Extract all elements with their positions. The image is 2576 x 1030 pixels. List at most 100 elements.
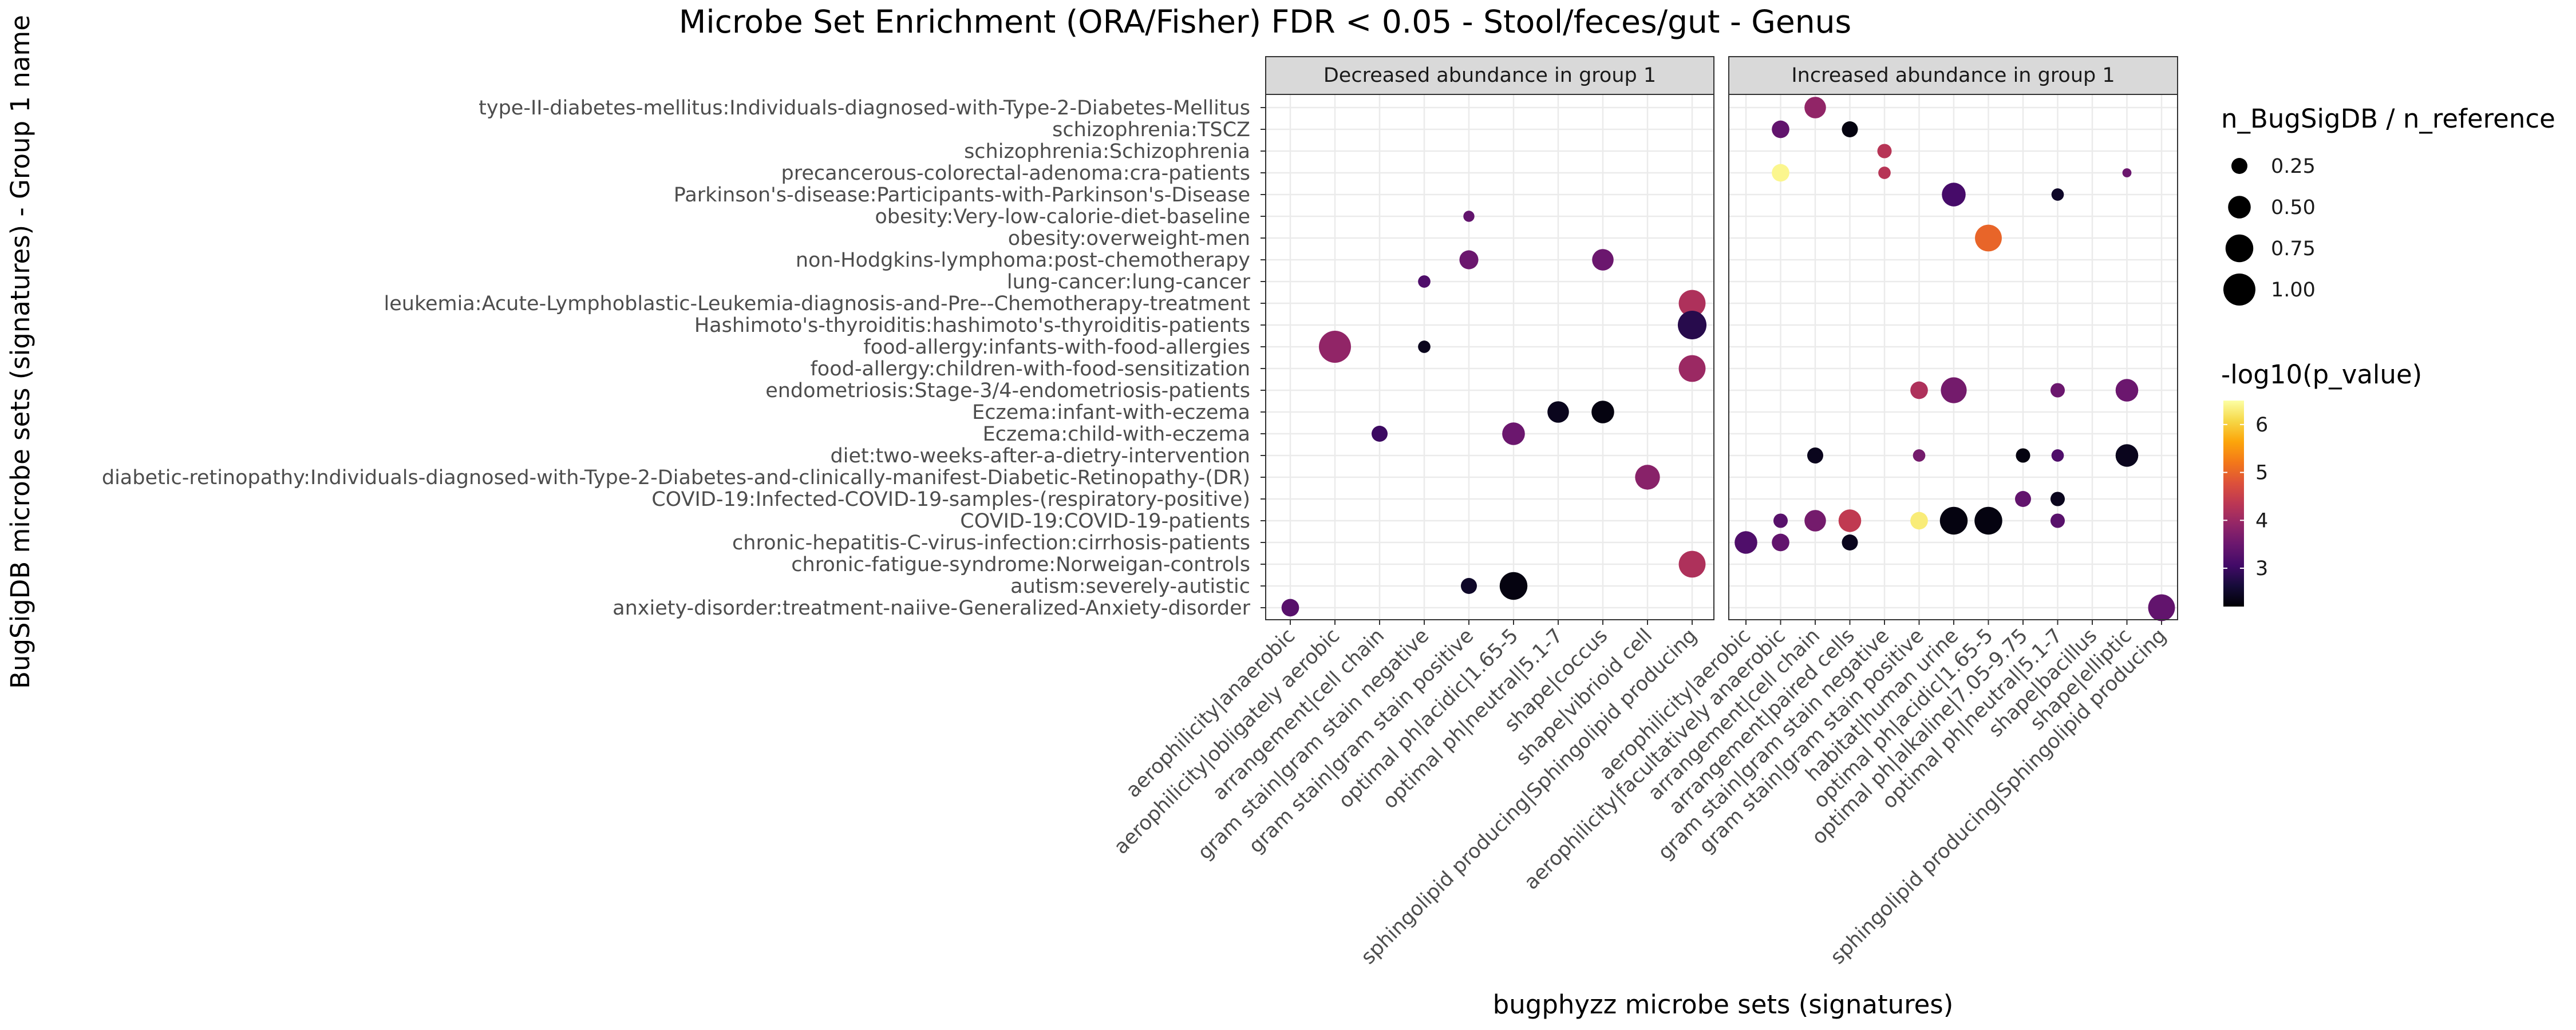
data-point (1878, 167, 1891, 179)
y-tick-label: leukemia:Acute-Lymphoblastic-Leukemia-di… (384, 292, 1250, 315)
facet-strip-label: Decreased abundance in group 1 (1323, 64, 1656, 87)
y-axis-title: BugSigDB microbe sets (signatures) - Gro… (5, 15, 35, 689)
y-tick-label: Parkinson's-disease:Participants-with-Pa… (674, 184, 1250, 207)
y-tick-label: Eczema:child-with-eczema (983, 423, 1250, 446)
size-legend-label: 1.00 (2271, 279, 2316, 302)
data-point (1942, 183, 1966, 207)
facet-strip (1265, 56, 1714, 95)
data-point (1974, 506, 2002, 535)
color-legend-title: -log10(p_value) (2221, 359, 2422, 390)
data-point (2015, 491, 2031, 507)
data-point (1975, 224, 2002, 252)
facet-strip (1728, 56, 2178, 95)
colorbar (2223, 401, 2244, 607)
data-point (1910, 381, 1928, 399)
data-point (1463, 211, 1475, 222)
data-point (1804, 510, 1826, 532)
y-tick-label: chronic-hepatitis-C-virus-infection:cirr… (732, 532, 1250, 554)
data-point (2148, 594, 2175, 621)
y-tick-label: diabetic-retinopathy:Individuals-diagnos… (102, 466, 1250, 489)
data-point (1418, 275, 1431, 288)
size-legend-key (2228, 196, 2251, 219)
colorbar-label: 5 (2255, 462, 2268, 485)
panel-border (1265, 94, 1714, 620)
data-point (2050, 513, 2065, 528)
y-tick-label: schizophrenia:Schizophrenia (964, 140, 1250, 163)
y-tick-label: Hashimoto's-thyroiditis:hashimoto's-thyr… (694, 314, 1250, 337)
data-point (2122, 168, 2132, 177)
y-tick-label: chronic-fatigue-syndrome:Norweigan-contr… (791, 553, 1250, 576)
data-point (2051, 188, 2064, 201)
data-point (1842, 534, 1858, 550)
data-point (1941, 377, 1967, 403)
y-tick-label: anxiety-disorder:treatment-naiive-Genera… (613, 597, 1250, 620)
y-tick-label: diet:two-weeks-after-a-dietry-interventi… (831, 445, 1250, 468)
data-point (1678, 290, 1706, 317)
size-legend-title: n_BugSigDB / n_reference (2221, 104, 2555, 134)
y-tick-label: non-Hodgkins-lymphoma:post-chemotherapy (796, 249, 1250, 272)
colorbar-label: 6 (2255, 414, 2268, 437)
data-point (2050, 383, 2065, 398)
data-point (2050, 492, 2065, 506)
data-point (1939, 506, 1968, 535)
data-point (1461, 578, 1477, 594)
facet-strip-label: Increased abundance in group 1 (1791, 64, 2115, 87)
y-tick-label: endometriosis:Stage-3/4-endometriosis-pa… (765, 379, 1250, 402)
y-tick-label: food-allergy:children-with-food-sensitiz… (810, 358, 1250, 381)
y-tick-label: COVID-19:Infected-COVID-19-samples-(resp… (651, 488, 1250, 511)
size-legend-label: 0.50 (2271, 196, 2316, 219)
data-point (1677, 310, 1707, 340)
data-point (1499, 572, 1528, 600)
y-tick-label: precancerous-colorectal-adenoma:cra-pati… (781, 162, 1250, 185)
data-point (1591, 401, 1614, 423)
chart-title: Microbe Set Enrichment (ORA/Fisher) FDR … (679, 3, 1851, 40)
data-point (2115, 379, 2139, 402)
facet-panels: Decreased abundance in group 1aerophilic… (1110, 56, 2178, 969)
data-point (1678, 355, 1706, 382)
data-point (1772, 164, 1789, 182)
data-point (1547, 401, 1569, 423)
data-point (1910, 512, 1928, 530)
data-point (1913, 449, 1926, 462)
panel-border (1728, 94, 2178, 620)
y-tick-label: autism:severely-autistic (1010, 575, 1250, 598)
data-point (1678, 550, 1706, 578)
size-legend-key (2231, 158, 2247, 174)
data-point (1592, 249, 1614, 271)
data-point (1772, 120, 1789, 138)
data-point (1877, 144, 1892, 159)
y-tick-label: schizophrenia:TSCZ (1052, 118, 1250, 141)
data-point (1804, 97, 1826, 118)
data-point (1319, 331, 1351, 363)
size-legend-label: 0.75 (2271, 237, 2316, 260)
data-point (1807, 447, 1823, 464)
data-point (2115, 444, 2139, 467)
colorbar-label: 3 (2255, 557, 2268, 580)
y-tick-label: type-II-diabetes-mellitus:Individuals-di… (479, 97, 1250, 120)
y-tick-label: obesity:overweight-men (1008, 227, 1250, 250)
data-point (1418, 340, 1431, 353)
x-axis-title: bugphyzz microbe sets (signatures) (1493, 989, 1954, 1020)
data-point (1838, 509, 1862, 532)
data-point (1281, 599, 1299, 617)
y-tick-label: food-allergy:infants-with-food-allergies (863, 336, 1250, 359)
size-legend-key (2225, 234, 2254, 263)
data-point (2016, 448, 2030, 463)
color-legend: -log10(p_value) 3 4 5 6 (2221, 359, 2422, 607)
data-point (1459, 250, 1479, 270)
y-tick-label: obesity:Very-low-calorie-diet-baseline (875, 205, 1250, 228)
data-point (1735, 531, 1757, 554)
size-legend-label: 0.25 (2271, 155, 2316, 178)
data-point (1842, 121, 1858, 137)
size-legend-key (2223, 274, 2255, 306)
data-point (1635, 465, 1660, 490)
y-tick-label: lung-cancer:lung-cancer (1007, 271, 1251, 294)
data-point (2051, 449, 2064, 462)
data-point (1372, 426, 1388, 442)
colorbar-label: 4 (2255, 509, 2268, 532)
data-point (1773, 513, 1788, 528)
y-axis-tick-labels: type-II-diabetes-mellitus:Individuals-di… (102, 97, 1266, 620)
data-point (1502, 422, 1525, 445)
y-tick-label: COVID-19:COVID-19-patients (960, 510, 1250, 533)
